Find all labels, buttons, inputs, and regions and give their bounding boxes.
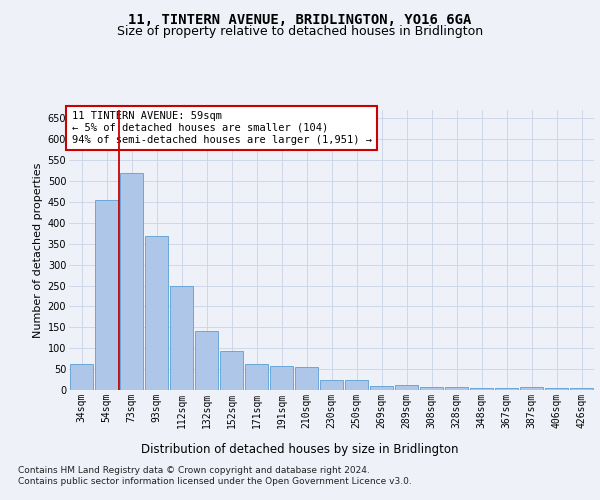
Bar (95, 200, 118, 390)
Bar (520, 387, 544, 390)
Bar (245, 364, 268, 390)
Text: Size of property relative to detached houses in Bridlington: Size of property relative to detached ho… (117, 25, 483, 38)
Bar (295, 368, 319, 390)
Y-axis label: Number of detached properties: Number of detached properties (34, 162, 43, 338)
Bar (269, 366, 293, 390)
Text: Contains public sector information licensed under the Open Government Licence v3: Contains public sector information licen… (18, 478, 412, 486)
Bar (445, 386, 469, 390)
Bar (370, 386, 394, 390)
Bar (220, 351, 244, 390)
Bar (569, 388, 593, 390)
Text: Distribution of detached houses by size in Bridlington: Distribution of detached houses by size … (141, 442, 459, 456)
Bar (70, 364, 94, 390)
Bar (470, 388, 493, 390)
Text: 11 TINTERN AVENUE: 59sqm
← 5% of detached houses are smaller (104)
94% of semi-d: 11 TINTERN AVENUE: 59sqm ← 5% of detache… (71, 112, 371, 144)
Bar (170, 286, 193, 390)
Bar (344, 380, 368, 390)
Bar (119, 172, 143, 390)
Bar (419, 388, 443, 390)
Bar (194, 332, 218, 390)
Bar (545, 388, 568, 390)
Bar (320, 380, 343, 390)
Text: Contains HM Land Registry data © Crown copyright and database right 2024.: Contains HM Land Registry data © Crown c… (18, 466, 370, 475)
Text: 11, TINTERN AVENUE, BRIDLINGTON, YO16 6GA: 11, TINTERN AVENUE, BRIDLINGTON, YO16 6G… (128, 12, 472, 26)
Bar (145, 236, 169, 390)
Bar (494, 388, 518, 390)
Bar (395, 385, 418, 390)
